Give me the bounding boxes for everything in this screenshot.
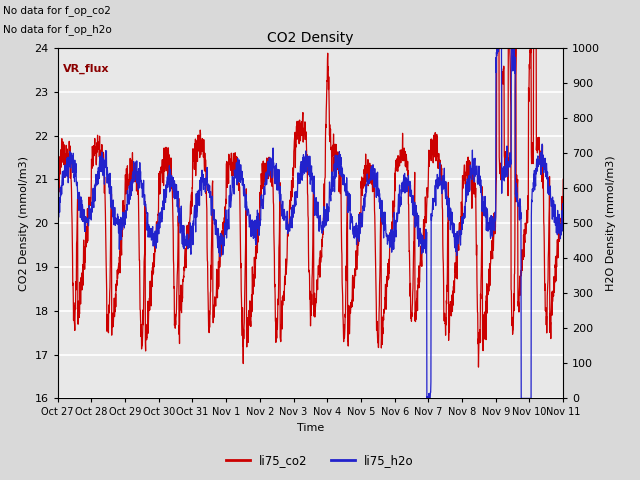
- Y-axis label: H2O Density (mmol/m3): H2O Density (mmol/m3): [606, 156, 616, 291]
- X-axis label: Time: Time: [297, 423, 324, 433]
- Text: No data for f_op_co2: No data for f_op_co2: [3, 5, 111, 16]
- Y-axis label: CO2 Density (mmol/m3): CO2 Density (mmol/m3): [19, 156, 29, 291]
- Legend: li75_co2, li75_h2o: li75_co2, li75_h2o: [221, 449, 419, 472]
- Text: No data for f_op_h2o: No data for f_op_h2o: [3, 24, 112, 35]
- Text: VR_flux: VR_flux: [63, 63, 109, 73]
- Title: CO2 Density: CO2 Density: [267, 32, 354, 46]
